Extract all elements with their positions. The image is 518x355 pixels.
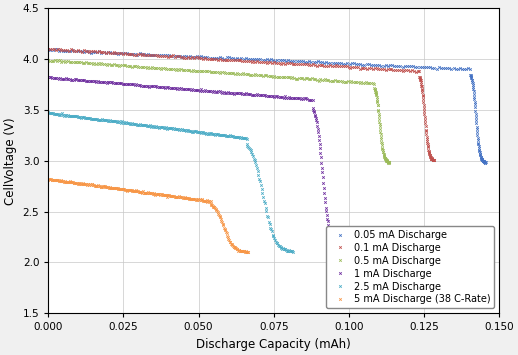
5 mA Discharge (38 C-Rate) xyxy=(245,250,251,254)
2.5 mA Discharge xyxy=(154,125,160,129)
1 mA Discharge xyxy=(190,88,196,92)
5 mA Discharge (38 C-Rate) xyxy=(76,181,82,186)
1 mA Discharge xyxy=(189,87,195,92)
1 mA Discharge xyxy=(87,78,93,83)
0.5 mA Discharge xyxy=(373,94,380,99)
2.5 mA Discharge xyxy=(290,250,296,255)
1 mA Discharge xyxy=(338,250,344,254)
0.05 mA Discharge xyxy=(277,58,283,62)
0.5 mA Discharge xyxy=(383,158,390,163)
0.05 mA Discharge xyxy=(111,51,117,55)
Legend: 0.05 mA Discharge, 0.1 mA Discharge, 0.5 mA Discharge, 1 mA Discharge, 2.5 mA Di: 0.05 mA Discharge, 0.1 mA Discharge, 0.5… xyxy=(326,226,494,308)
0.05 mA Discharge xyxy=(275,58,281,62)
0.1 mA Discharge xyxy=(428,157,435,161)
0.1 mA Discharge xyxy=(105,49,111,54)
Line: 5 mA Discharge (38 C-Rate): 5 mA Discharge (38 C-Rate) xyxy=(47,178,249,253)
5 mA Discharge (38 C-Rate) xyxy=(135,189,141,193)
2.5 mA Discharge xyxy=(45,110,51,114)
5 mA Discharge (38 C-Rate) xyxy=(45,178,51,182)
0.05 mA Discharge xyxy=(470,83,476,87)
5 mA Discharge (38 C-Rate) xyxy=(244,250,251,254)
Line: 2.5 mA Discharge: 2.5 mA Discharge xyxy=(47,111,294,254)
0.1 mA Discharge xyxy=(45,47,51,51)
0.5 mA Discharge xyxy=(386,160,393,164)
1 mA Discharge xyxy=(94,79,100,83)
2.5 mA Discharge xyxy=(251,156,257,160)
X-axis label: Discharge Capacity (mAh): Discharge Capacity (mAh) xyxy=(196,338,351,351)
0.5 mA Discharge xyxy=(96,61,102,66)
2.5 mA Discharge xyxy=(76,115,82,120)
2.5 mA Discharge xyxy=(153,124,159,129)
2.5 mA Discharge xyxy=(82,116,89,120)
Line: 0.05 mA Discharge: 0.05 mA Discharge xyxy=(47,48,487,164)
0.05 mA Discharge xyxy=(479,158,485,162)
0.5 mA Discharge xyxy=(222,71,228,75)
Line: 0.5 mA Discharge: 0.5 mA Discharge xyxy=(47,59,391,164)
1 mA Discharge xyxy=(314,124,320,128)
0.1 mA Discharge xyxy=(431,157,438,162)
Line: 1 mA Discharge: 1 mA Discharge xyxy=(47,76,342,253)
0.05 mA Discharge xyxy=(482,160,488,164)
Line: 0.1 mA Discharge: 0.1 mA Discharge xyxy=(47,48,436,162)
0.1 mA Discharge xyxy=(116,51,122,55)
5 mA Discharge (38 C-Rate) xyxy=(47,177,53,181)
0.1 mA Discharge xyxy=(249,59,255,64)
0.05 mA Discharge xyxy=(482,161,488,165)
0.1 mA Discharge xyxy=(430,158,436,163)
0.1 mA Discharge xyxy=(419,87,425,91)
0.5 mA Discharge xyxy=(45,58,51,62)
Y-axis label: CellVoltage (V): CellVoltage (V) xyxy=(4,117,17,204)
5 mA Discharge (38 C-Rate) xyxy=(134,189,140,193)
1 mA Discharge xyxy=(45,75,51,79)
5 mA Discharge (38 C-Rate) xyxy=(71,180,78,185)
1 mA Discharge xyxy=(333,246,339,251)
0.5 mA Discharge xyxy=(386,161,392,165)
0.5 mA Discharge xyxy=(224,71,230,75)
2.5 mA Discharge xyxy=(281,247,287,251)
0.05 mA Discharge xyxy=(124,51,130,55)
0.1 mA Discharge xyxy=(47,47,53,51)
0.5 mA Discharge xyxy=(106,62,112,66)
5 mA Discharge (38 C-Rate) xyxy=(238,249,244,253)
0.05 mA Discharge xyxy=(45,47,51,51)
0.1 mA Discharge xyxy=(250,59,256,63)
5 mA Discharge (38 C-Rate) xyxy=(214,209,220,214)
